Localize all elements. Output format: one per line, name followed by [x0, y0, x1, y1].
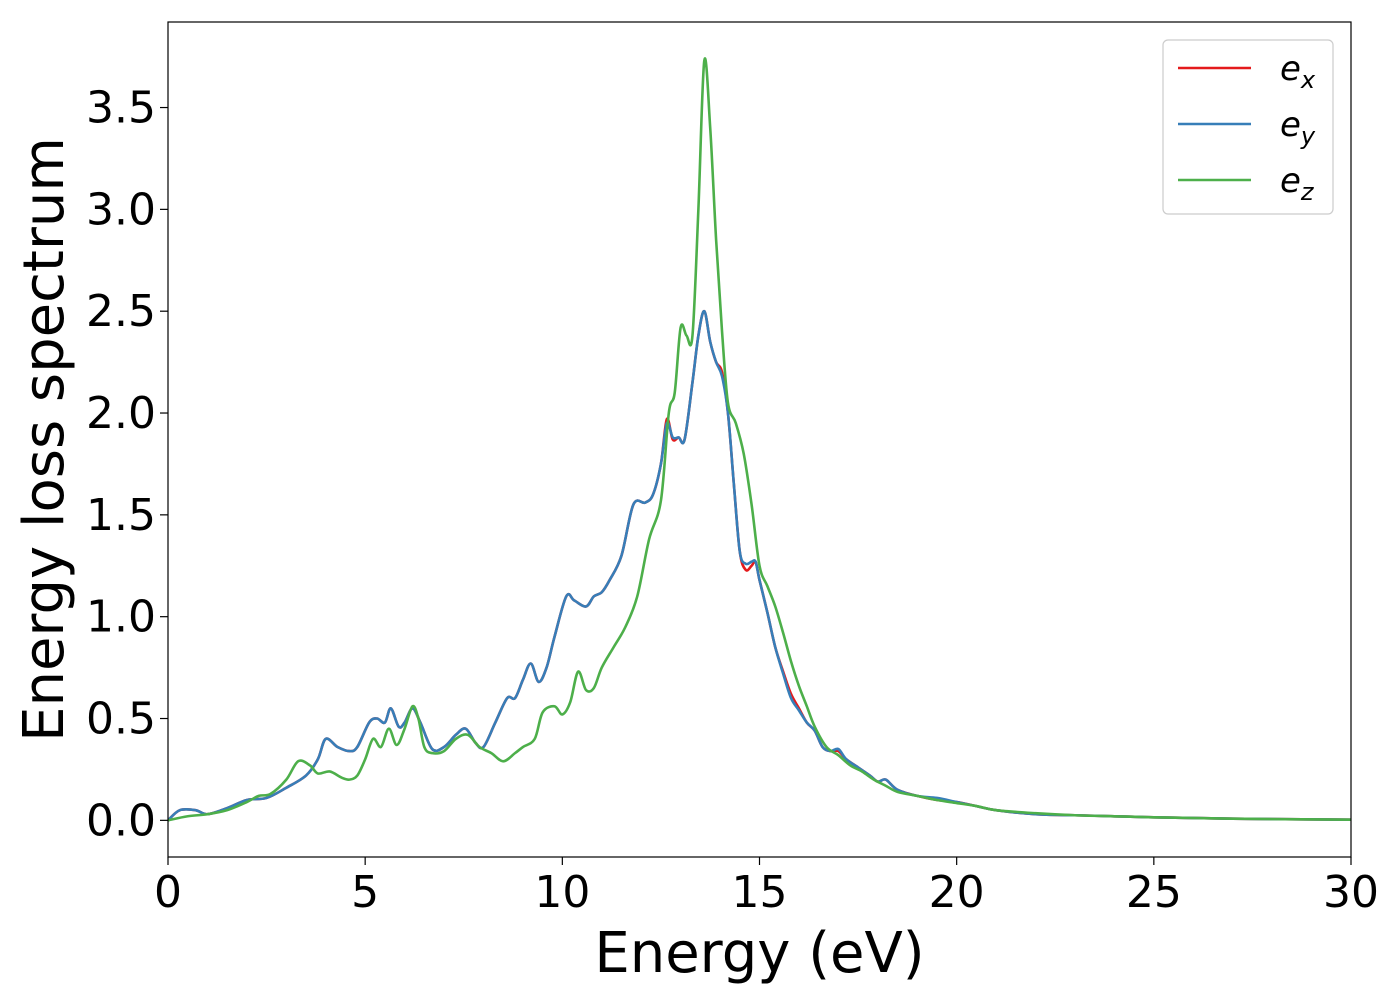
axis-ticks: 0 5 10 15 20 25 30 0.0 0.5 1.0 1.5 2.0 2.5 3.0 3.5 [86, 83, 1379, 918]
series-line-y [168, 309, 1351, 822]
y-tick-label: 0.0 [86, 795, 156, 846]
y-tick-label: 3.5 [86, 83, 156, 134]
x-tick-label: 15 [732, 867, 788, 918]
x-axis-title: Energy (eV) [594, 921, 924, 986]
series-line-z [168, 57, 1351, 822]
x-tick-label: 10 [534, 867, 590, 918]
legend: ex ey ez [1162, 39, 1334, 215]
x-tick-label: 20 [929, 867, 985, 918]
series-lines [168, 57, 1351, 822]
x-tick-label: 0 [154, 867, 182, 918]
y-tick-label: 2.5 [86, 286, 156, 337]
y-tick-label: 3.0 [86, 184, 156, 235]
legend-label-x: ex [1280, 49, 1316, 94]
y-tick-label: 1.0 [86, 592, 156, 643]
legend-items: ex ey ez [1178, 49, 1316, 206]
y-axis-title: Energy loss spectrum [12, 137, 77, 742]
y-tick-label: 0.5 [86, 694, 156, 745]
y-tick-label: 1.5 [86, 490, 156, 541]
legend-label-y: ey [1280, 105, 1316, 150]
y-tick-label: 2.0 [86, 388, 156, 439]
x-tick-label: 30 [1323, 867, 1379, 918]
legend-box [1162, 39, 1334, 215]
x-tick-label: 5 [351, 867, 379, 918]
x-tick-label: 25 [1126, 867, 1182, 918]
legend-label-z: ez [1280, 161, 1315, 206]
